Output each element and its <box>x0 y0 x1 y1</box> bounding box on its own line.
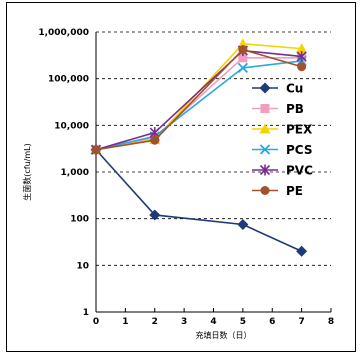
y-tick-label: 100 <box>70 215 89 225</box>
legend-marker <box>260 104 270 113</box>
legend-label: PE <box>286 184 303 198</box>
data-point <box>296 43 308 54</box>
series-line <box>95 56 302 151</box>
legend-item-pb: PB <box>252 102 304 116</box>
series-pe <box>91 45 307 155</box>
x-tick-label: 7 <box>298 317 304 327</box>
x-axis-label: 充填日数（日） <box>196 330 252 340</box>
series-pvc <box>90 45 307 156</box>
series-line <box>95 48 302 151</box>
series <box>90 38 308 257</box>
legend-label: Cu <box>286 82 303 96</box>
series-line <box>95 60 302 151</box>
x-tick-label: 1 <box>122 317 128 327</box>
legend-item-pcs: PCS <box>252 143 312 157</box>
y-tick-label: 10,000 <box>54 121 89 131</box>
x-tick-label: 8 <box>328 317 334 327</box>
x-tick-label: 2 <box>152 317 158 327</box>
y-axis-label: 生菌数(cfu/mL) <box>22 143 32 200</box>
legend-item-pvc: PVC <box>252 164 313 178</box>
legend-marker <box>259 164 271 176</box>
legend-marker <box>259 82 271 94</box>
x-tick-label: 3 <box>181 317 187 327</box>
legend-marker <box>259 123 271 134</box>
y-tick-label: 1 <box>83 308 89 318</box>
legend-label: PVC <box>286 164 313 178</box>
y-tick-label: 1,000,000 <box>38 28 89 38</box>
series-line <box>95 149 302 253</box>
legend-marker <box>259 144 271 155</box>
legend-marker <box>260 186 270 195</box>
data-point <box>296 50 307 62</box>
legend-label: PCS <box>286 143 312 157</box>
data-point <box>149 209 161 221</box>
data-point <box>237 62 249 74</box>
y-tick-label: 100,000 <box>48 75 89 85</box>
y-tick-label: 1,000 <box>61 168 89 178</box>
series-pcs <box>90 55 307 155</box>
data-point <box>238 53 248 63</box>
legend-item-cu: Cu <box>252 82 303 96</box>
y-tick-label: 10 <box>76 261 89 271</box>
x-tick-label: 6 <box>269 317 275 327</box>
x-tick-label: 5 <box>240 317 246 327</box>
series-pb <box>91 53 307 155</box>
series-line <box>95 49 302 151</box>
series-pex <box>90 38 308 155</box>
series-cu <box>90 144 308 257</box>
legend-label: PB <box>286 102 304 116</box>
legend-item-pe: PE <box>252 184 303 198</box>
data-point <box>297 62 307 72</box>
data-point <box>296 245 308 257</box>
data-point <box>91 145 101 155</box>
legend-item-pex: PEX <box>252 123 313 137</box>
legend: Cu PB PEX PCS PVC PE <box>252 82 313 198</box>
x-tick-label: 0 <box>93 317 99 327</box>
data-point <box>237 38 249 49</box>
data-point <box>150 135 160 145</box>
x-tick-label: 4 <box>210 317 216 327</box>
data-point <box>238 45 248 55</box>
legend-label: PEX <box>286 123 313 137</box>
data-point <box>237 218 249 230</box>
